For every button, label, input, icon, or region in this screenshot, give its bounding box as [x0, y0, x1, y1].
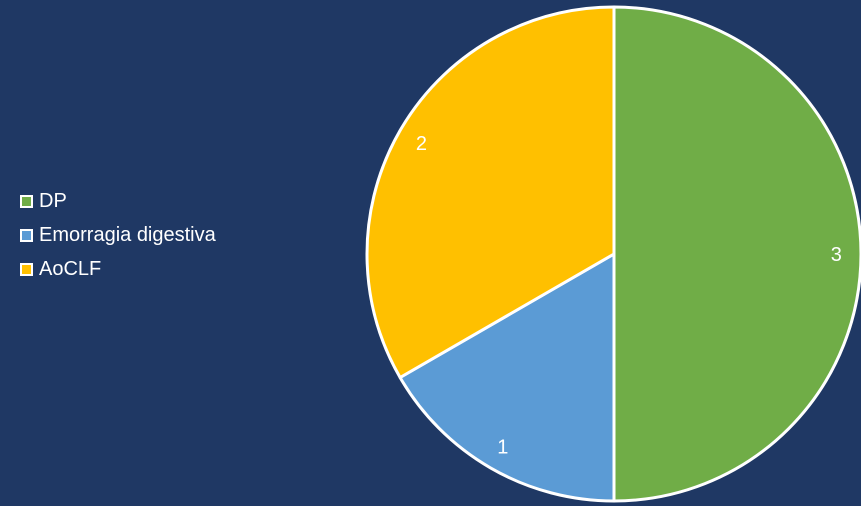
pie-slice-dp: [612, 5, 861, 503]
legend-label: DP: [39, 190, 67, 212]
legend-item-aoclf: AoCLF: [20, 256, 216, 282]
legend-swatch-emorragia-digestiva: [20, 228, 33, 242]
legend-label: AoCLF: [39, 258, 102, 280]
legend-swatch-aoclf: [20, 262, 33, 276]
legend-label: Emorragia digestiva: [39, 224, 216, 246]
legend: DP Emorragia digestiva AoCLF: [20, 188, 216, 290]
data-label-emorragia-digestiva: 1: [497, 437, 508, 459]
legend-item-dp: DP: [20, 188, 216, 214]
legend-item-emorragia-digestiva: Emorragia digestiva: [20, 222, 216, 248]
data-label-dp: 3: [831, 244, 842, 266]
pie-slice-emorragia-digestiva: [398, 252, 616, 503]
data-label-aoclf: 2: [416, 133, 427, 155]
legend-swatch-dp: [20, 194, 33, 208]
pie-slice-aoclf: [365, 5, 616, 379]
